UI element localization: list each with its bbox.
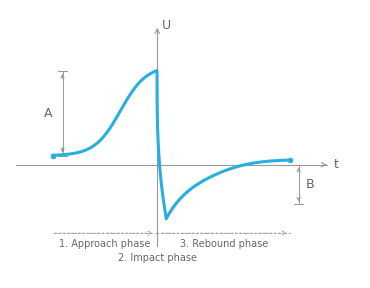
Text: A: A — [44, 107, 53, 120]
Text: 1. Approach phase: 1. Approach phase — [59, 239, 151, 249]
Text: 2. Impact phase: 2. Impact phase — [118, 253, 197, 263]
Text: 3. Rebound phase: 3. Rebound phase — [179, 239, 268, 249]
Text: B: B — [306, 178, 314, 191]
Text: t: t — [334, 158, 339, 171]
Text: U: U — [162, 19, 171, 33]
